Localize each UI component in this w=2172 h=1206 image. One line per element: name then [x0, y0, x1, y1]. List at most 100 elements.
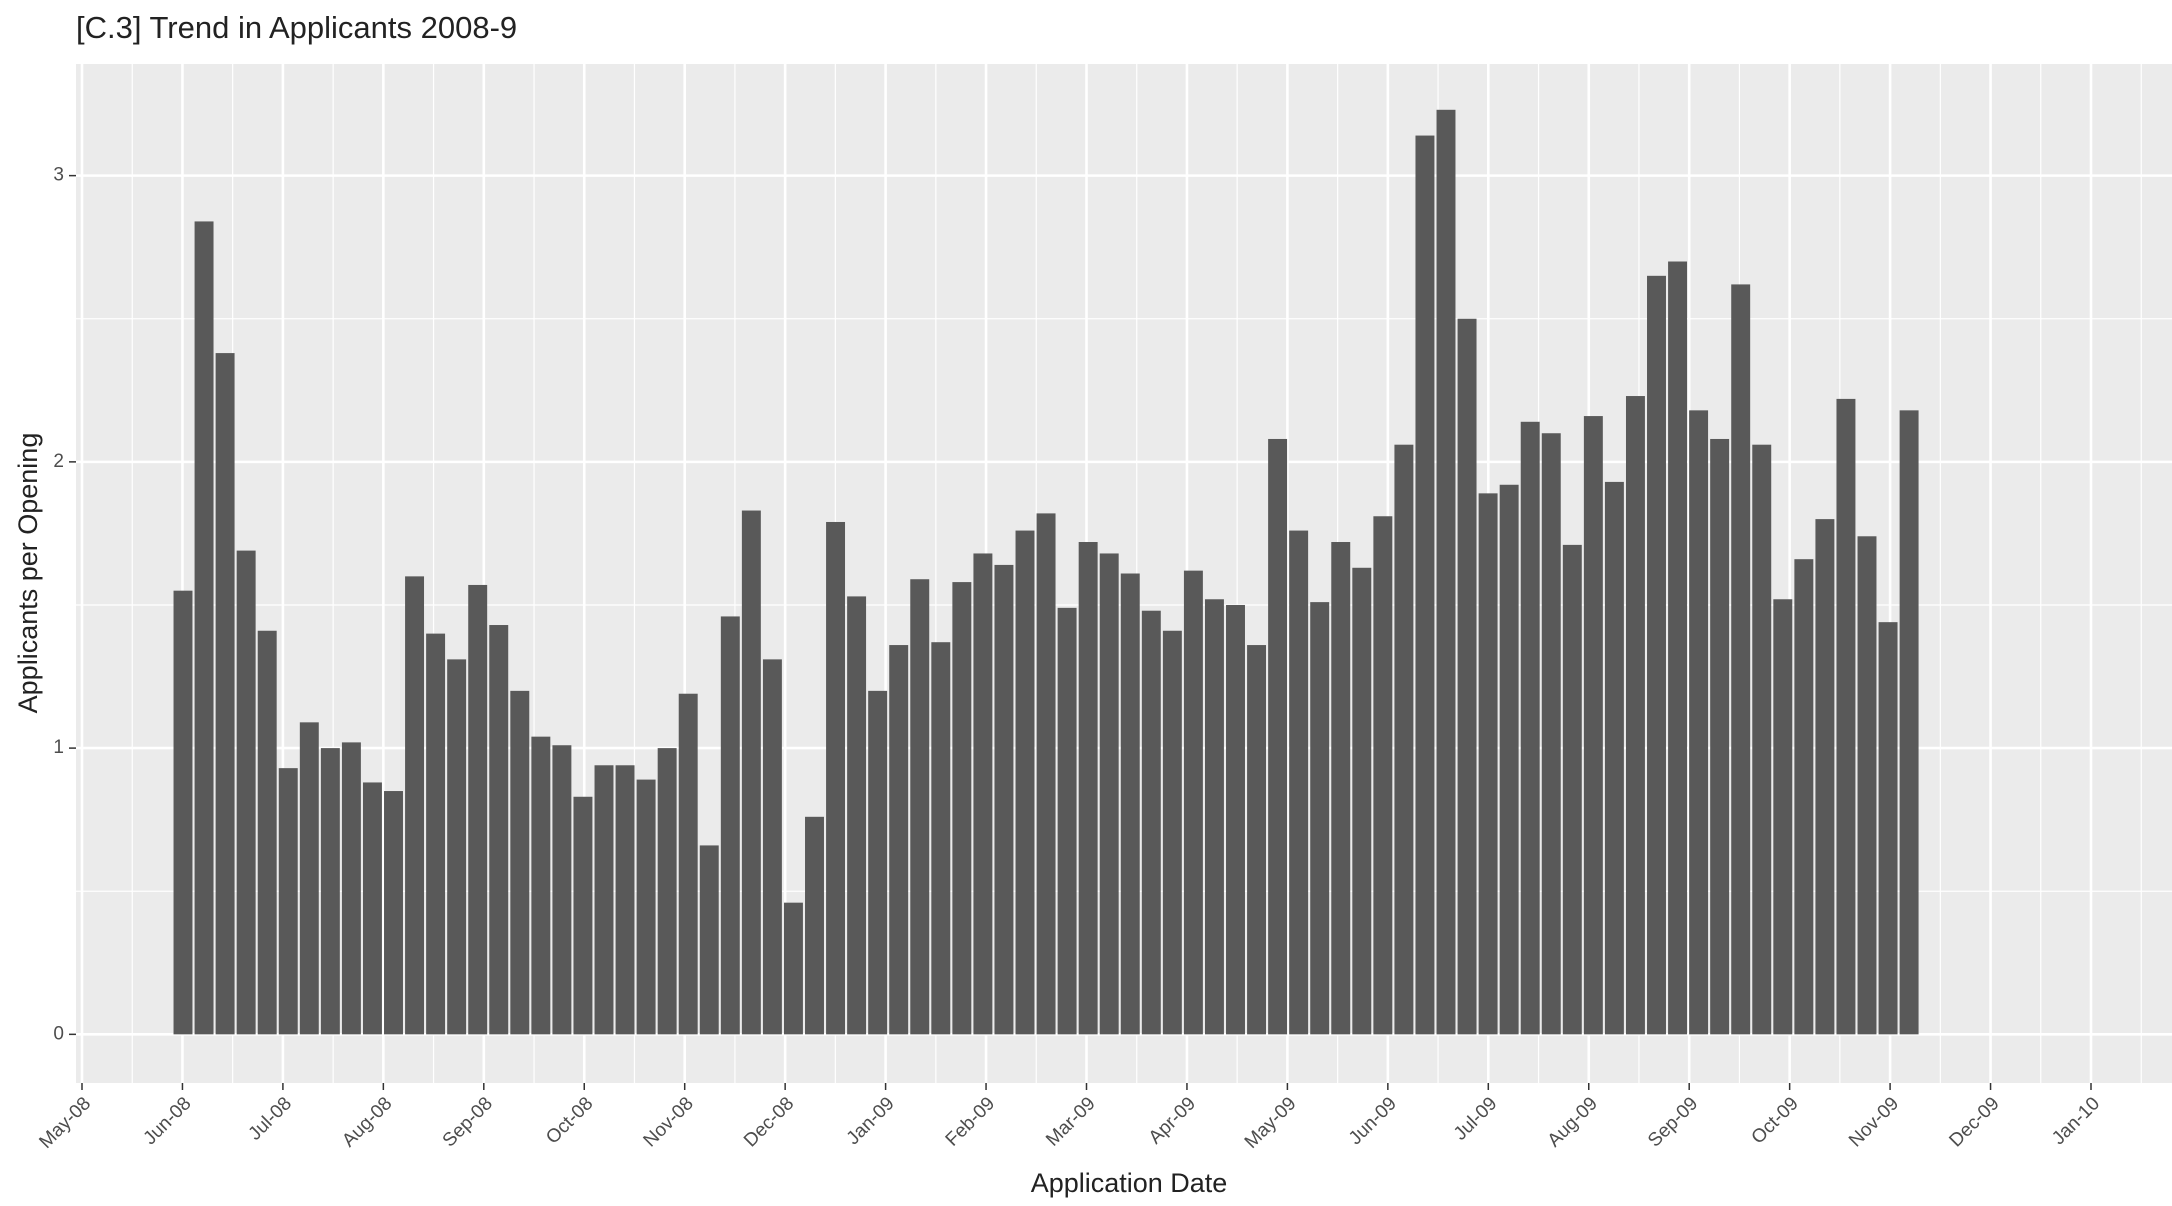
bar — [1583, 416, 1603, 1035]
bar — [320, 748, 340, 1035]
bar — [1183, 570, 1203, 1035]
bar — [931, 642, 951, 1035]
bar — [826, 521, 846, 1035]
bar — [531, 736, 551, 1035]
bar — [1689, 410, 1709, 1035]
bar — [1562, 544, 1582, 1035]
x-tick-label: Dec-09 — [1945, 1093, 2003, 1151]
bar — [889, 645, 909, 1035]
bar — [994, 564, 1014, 1035]
bar — [805, 816, 824, 1035]
bar — [1899, 410, 1919, 1035]
bar — [278, 768, 298, 1035]
x-tick-label: May-09 — [1241, 1093, 1301, 1153]
x-tick-label: Jun-08 — [140, 1093, 196, 1149]
bar — [1731, 284, 1751, 1035]
bar — [594, 765, 614, 1035]
bar — [699, 845, 719, 1035]
bar — [783, 902, 803, 1035]
bar — [636, 779, 656, 1035]
bar — [868, 690, 888, 1035]
bar — [1268, 438, 1288, 1035]
x-tick-label: Jun-09 — [1345, 1093, 1401, 1149]
bar — [657, 748, 677, 1035]
bar — [910, 579, 930, 1035]
bar — [236, 550, 256, 1035]
bar — [1647, 275, 1666, 1035]
x-tick-label: Jan-09 — [843, 1093, 899, 1149]
bar — [1710, 438, 1730, 1035]
bar — [447, 659, 467, 1035]
bar — [1141, 610, 1161, 1035]
bar — [1162, 630, 1182, 1035]
bar — [426, 633, 446, 1035]
x-tick-label: Sep-09 — [1644, 1093, 1702, 1151]
bar — [1226, 604, 1245, 1035]
bar — [1078, 542, 1098, 1035]
bar — [215, 353, 235, 1035]
bar — [1625, 396, 1645, 1035]
bar — [1036, 513, 1056, 1035]
bar — [720, 616, 740, 1035]
y-tick-label: 2 — [53, 451, 64, 472]
bar — [1794, 559, 1814, 1035]
bar — [678, 693, 698, 1035]
bar — [1415, 135, 1435, 1035]
bar — [341, 742, 361, 1035]
bar — [1499, 484, 1519, 1035]
bar — [1541, 433, 1561, 1035]
bar — [1478, 493, 1498, 1035]
bar — [1604, 481, 1624, 1035]
bar — [1204, 599, 1224, 1035]
x-tick-label: Oct-09 — [1748, 1093, 1803, 1148]
bar — [173, 590, 193, 1035]
y-tick-label: 1 — [53, 737, 64, 758]
bar — [952, 582, 972, 1035]
bar — [762, 659, 782, 1035]
bar — [1773, 599, 1793, 1035]
bar — [299, 722, 319, 1035]
bar — [405, 576, 425, 1035]
x-tick-label: Mar-09 — [1042, 1093, 1099, 1150]
bar — [1878, 622, 1898, 1035]
chart-title: [C.3] Trend in Applicants 2008-9 — [76, 10, 517, 45]
bar — [573, 796, 593, 1035]
bar — [1331, 542, 1351, 1035]
bar — [1247, 645, 1267, 1035]
bar — [741, 510, 761, 1035]
x-axis-title: Application Date — [1031, 1168, 1228, 1198]
x-tick-label: Aug-09 — [1544, 1093, 1602, 1151]
bar — [1310, 602, 1330, 1035]
bar — [615, 765, 635, 1035]
bar — [362, 782, 382, 1035]
bar — [257, 630, 277, 1035]
bar — [1836, 398, 1856, 1035]
bar — [1752, 444, 1772, 1035]
bar — [1520, 421, 1540, 1035]
x-tick-label: Nov-08 — [640, 1093, 698, 1151]
bar — [384, 791, 403, 1035]
x-tick-label: Nov-09 — [1845, 1093, 1903, 1151]
x-tick-label: Jul-09 — [1450, 1093, 1501, 1144]
x-tick-label: Jan-10 — [2048, 1093, 2104, 1149]
bar — [1457, 318, 1477, 1035]
x-tick-label: May-08 — [35, 1093, 95, 1153]
x-tick-label: Sep-08 — [439, 1093, 497, 1151]
bar — [973, 553, 993, 1035]
bar — [1057, 607, 1077, 1035]
bar — [194, 221, 214, 1035]
x-tick-label: Oct-08 — [542, 1093, 597, 1148]
bar — [847, 596, 867, 1035]
bar — [1352, 567, 1372, 1035]
bar — [1394, 444, 1414, 1035]
bar — [1120, 573, 1140, 1035]
bar — [1857, 536, 1877, 1035]
bar — [1289, 530, 1309, 1035]
x-tick-label: Aug-08 — [338, 1093, 396, 1151]
bar — [510, 690, 530, 1035]
x-tick-label: Dec-08 — [740, 1093, 798, 1151]
x-tick-label: Apr-09 — [1145, 1093, 1200, 1148]
bar — [1668, 261, 1688, 1035]
